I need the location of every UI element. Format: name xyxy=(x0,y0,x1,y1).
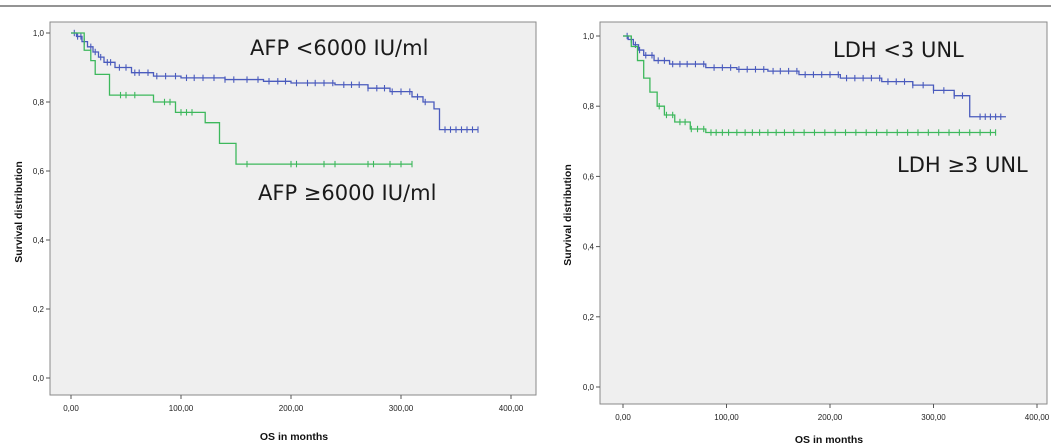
survival-curve-series-1 xyxy=(71,32,412,165)
annotation-ldh-high: LDH ≥3 UNL xyxy=(897,153,1028,177)
chart-right: 0,0 0,2 0,4 0,6 0,8 1,0 0,00 100,00 200,00 300,0… xyxy=(562,21,1050,446)
x-tick-label: 100,00 xyxy=(169,404,194,413)
plot-area-right xyxy=(599,21,1048,405)
left-y-ticks: 0,0 0,2 0,4 0,6 0,8 1,0 xyxy=(33,29,50,383)
y-tick-label: 0,4 xyxy=(583,243,595,252)
y-tick-label: 0,4 xyxy=(33,236,45,245)
y-tick-label: 0,2 xyxy=(33,305,45,314)
right-curves xyxy=(623,32,1006,136)
right-y-ticks: 0,0 0,2 0,4 0,6 0,8 1,0 xyxy=(583,32,600,392)
y-tick-label: 0,2 xyxy=(583,313,595,322)
survival-curve-series-1 xyxy=(623,35,996,134)
left-y-axis-title: Survival distribution xyxy=(13,161,25,263)
y-tick-label: 0,6 xyxy=(583,172,595,181)
left-curves xyxy=(71,29,479,168)
right-x-ticks: 0,00 100,00 200,00 300,00 400,00 xyxy=(615,404,1050,422)
y-tick-label: 0,0 xyxy=(33,374,45,383)
y-tick-label: 1,0 xyxy=(583,32,595,41)
y-tick-label: 0,8 xyxy=(33,98,45,107)
y-tick-label: 0,0 xyxy=(583,383,595,392)
x-tick-label: 0,00 xyxy=(615,413,631,422)
plot-area-left xyxy=(49,21,537,396)
x-tick-label: 400,00 xyxy=(499,404,524,413)
left-x-axis-title: OS in months xyxy=(260,431,328,443)
x-tick-label: 300,00 xyxy=(921,413,946,422)
y-tick-label: 0,8 xyxy=(583,102,595,111)
y-tick-label: 0,6 xyxy=(33,167,45,176)
x-tick-label: 400,00 xyxy=(1025,413,1050,422)
x-tick-label: 300,00 xyxy=(389,404,414,413)
left-x-ticks: 0,00 100,00 200,00 300,00 400,00 xyxy=(63,395,524,413)
y-tick-label: 1,0 xyxy=(33,29,45,38)
right-y-axis-title: Survival distribution xyxy=(562,164,574,266)
x-tick-label: 100,00 xyxy=(714,413,739,422)
right-x-axis-title: OS in months xyxy=(795,434,863,446)
annotation-ldh-low: LDH <3 UNL xyxy=(833,38,964,62)
chart-left: 0,0 0,2 0,4 0,6 0,8 1,0 0,00 100,00 200,00 300,0… xyxy=(13,21,537,443)
annotation-afp-high: AFP ≥6000 IU/ml xyxy=(258,181,436,205)
x-tick-label: 0,00 xyxy=(63,404,79,413)
x-tick-label: 200,00 xyxy=(818,413,843,422)
x-tick-label: 200,00 xyxy=(279,404,304,413)
annotation-afp-low: AFP <6000 IU/ml xyxy=(250,36,428,60)
